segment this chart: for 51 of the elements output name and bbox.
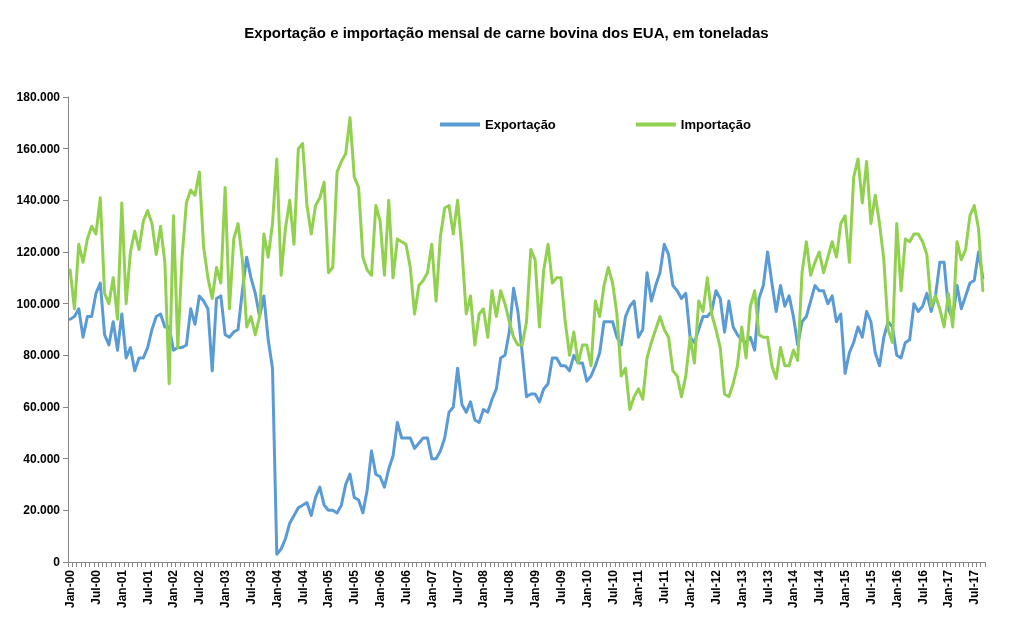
y-tick-label: 100.000: [16, 296, 61, 311]
x-tick-label: Jan-01: [114, 569, 129, 609]
line-series: [68, 242, 985, 556]
x-tick-label: Jul-10: [605, 569, 620, 605]
x-tick-label: Jul-17: [967, 569, 982, 605]
x-tick-label: Jul-04: [295, 569, 310, 605]
y-tick-label: 140.000: [16, 193, 61, 208]
legend-label: Importação: [680, 117, 751, 132]
x-tick-label: Jan-15: [838, 569, 853, 609]
y-tick-label: 20.000: [23, 503, 61, 518]
x-tick-label: Jan-02: [166, 569, 181, 609]
x-tick-label: Jan-14: [786, 569, 801, 609]
x-tick-label: Jul-02: [192, 569, 207, 605]
x-tick-label: Jan-13: [734, 569, 749, 609]
x-tick-label: Jul-00: [88, 569, 103, 605]
legend-label: Exportação: [485, 117, 556, 132]
x-tick-label: Jul-05: [347, 569, 362, 605]
y-tick-label: 60.000: [23, 400, 61, 414]
y-tick-label: 80.000: [23, 348, 61, 363]
x-tick-label: Jul-09: [553, 569, 568, 605]
chart-title: Exportação e importação mensal de carne bovina dos EUA, em toneladas: [244, 24, 769, 41]
x-tick-label: Jan-05: [321, 569, 336, 609]
line-series: [68, 116, 985, 412]
x-tick-label: Jul-01: [140, 569, 155, 605]
y-tick-label: 120.000: [16, 245, 61, 259]
x-tick-label: Jan-08: [476, 569, 491, 609]
x-tick-label: Jan-03: [218, 569, 233, 609]
x-tick-label: Jan-16: [889, 569, 904, 609]
x-tick-label: Jul-13: [760, 569, 775, 605]
x-tick-label: Jan-04: [269, 569, 284, 609]
x-tick-label: Jul-14: [812, 569, 827, 605]
y-tick-label: 40.000: [23, 451, 61, 466]
x-tick-label: Jan-06: [373, 569, 388, 609]
x-tick-label: Jul-06: [398, 569, 413, 605]
y-tick-label: 160.000: [16, 141, 61, 156]
x-tick-label: Jul-07: [450, 569, 465, 605]
x-tick-label: Jan-10: [579, 569, 594, 609]
y-tick-label: 0: [53, 555, 61, 569]
x-tick-label: Jul-12: [708, 569, 723, 605]
x-tick-label: Jul-16: [915, 569, 930, 605]
x-tick-label: Jan-11: [631, 569, 646, 608]
x-tick-label: Jan-09: [528, 569, 543, 609]
x-tick-label: Jul-11: [657, 569, 672, 605]
x-tick-label: Jul-15: [863, 569, 878, 605]
x-tick-label: Jan-17: [941, 569, 956, 609]
x-tick-label: Jul-03: [243, 569, 258, 605]
x-tick-label: Jan-00: [63, 569, 78, 609]
x-tick-label: Jan-12: [683, 569, 698, 609]
y-tick-label: 180.000: [16, 90, 61, 104]
x-tick-label: Jul-08: [502, 569, 517, 605]
x-tick-label: Jan-07: [424, 569, 439, 609]
